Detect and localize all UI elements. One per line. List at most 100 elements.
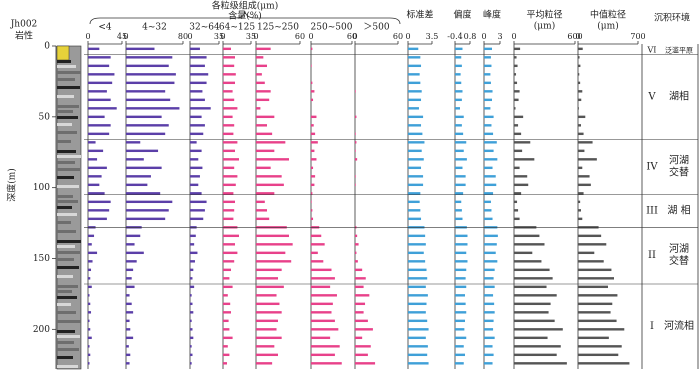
bar [408, 200, 420, 204]
bar [126, 302, 132, 306]
bar [223, 294, 228, 297]
bar [311, 362, 342, 365]
bar [126, 209, 169, 212]
bar [408, 158, 424, 161]
bar [578, 362, 630, 365]
zone-roman: IV [646, 162, 658, 173]
bar [514, 302, 551, 306]
bar [514, 353, 557, 357]
lithology-layer [57, 275, 73, 278]
bar [408, 81, 421, 85]
bar [455, 47, 463, 51]
bar [190, 294, 192, 297]
bar [88, 268, 92, 272]
x-tick-label: 700 [630, 32, 645, 41]
bar [126, 115, 162, 119]
bar [256, 353, 278, 357]
bar [256, 277, 278, 280]
bar [311, 260, 324, 263]
bar [190, 251, 198, 255]
bar [408, 302, 427, 306]
zone-roman: VI [647, 45, 657, 54]
bar [311, 149, 315, 153]
bar [484, 336, 495, 340]
bar [484, 192, 494, 195]
bar [355, 294, 370, 297]
bar [408, 285, 426, 289]
bar [256, 56, 264, 59]
bar [514, 362, 567, 365]
bar [256, 234, 289, 238]
bar [408, 243, 426, 246]
bar [311, 209, 313, 212]
bar [455, 277, 466, 280]
bar [256, 175, 282, 178]
x-tick-label: 80 [178, 32, 188, 41]
bar [514, 56, 517, 59]
bar [88, 217, 107, 221]
bar [514, 183, 529, 187]
lithology-layer [57, 311, 76, 314]
bar [311, 294, 337, 297]
bar [578, 260, 604, 263]
bar [484, 56, 491, 59]
bar [223, 353, 230, 357]
bar [126, 81, 175, 85]
bar [126, 141, 141, 144]
bar [355, 268, 363, 272]
lithology-layer [57, 195, 73, 198]
zone-env: 交替 [669, 166, 689, 179]
bar [408, 107, 419, 110]
lithology-layer [57, 150, 76, 153]
bar [256, 285, 284, 289]
bar [514, 277, 553, 280]
bar [578, 56, 580, 59]
bar [126, 294, 130, 297]
bar [190, 209, 205, 212]
bar [455, 200, 462, 204]
bar [88, 260, 93, 263]
bar [455, 81, 462, 85]
bar [223, 345, 228, 348]
bar [256, 209, 267, 212]
bar [514, 90, 520, 93]
bar [126, 243, 135, 246]
bar [355, 149, 356, 153]
bar [514, 217, 520, 221]
env-title: 沉积环境 [654, 12, 690, 24]
bar [190, 175, 200, 178]
x-tick-label: 60 [393, 32, 403, 41]
bar [126, 124, 169, 127]
bar [223, 251, 238, 255]
bar [190, 81, 207, 85]
bar [88, 47, 100, 51]
bar [126, 319, 130, 323]
bar [88, 200, 111, 204]
bar [578, 73, 580, 76]
bar [126, 90, 166, 93]
bar [256, 243, 293, 246]
bar [256, 311, 282, 314]
bar [514, 175, 528, 178]
bar [408, 353, 428, 357]
bar [256, 294, 277, 297]
x-tick-label: 3.5 [426, 32, 439, 41]
bar [223, 81, 235, 85]
bar [484, 47, 492, 51]
bar [223, 73, 236, 76]
bar [223, 149, 235, 153]
bar [223, 64, 235, 68]
bar [256, 124, 267, 127]
bar [578, 149, 585, 153]
bar [514, 328, 563, 331]
bar [190, 56, 207, 59]
lithology-layer [57, 110, 73, 113]
bar [455, 328, 465, 331]
bar [223, 268, 231, 272]
lithology-layer [57, 266, 79, 269]
bar [484, 268, 495, 272]
bar [484, 294, 494, 297]
bar [355, 362, 376, 365]
bar [355, 277, 366, 280]
bar [455, 115, 464, 119]
